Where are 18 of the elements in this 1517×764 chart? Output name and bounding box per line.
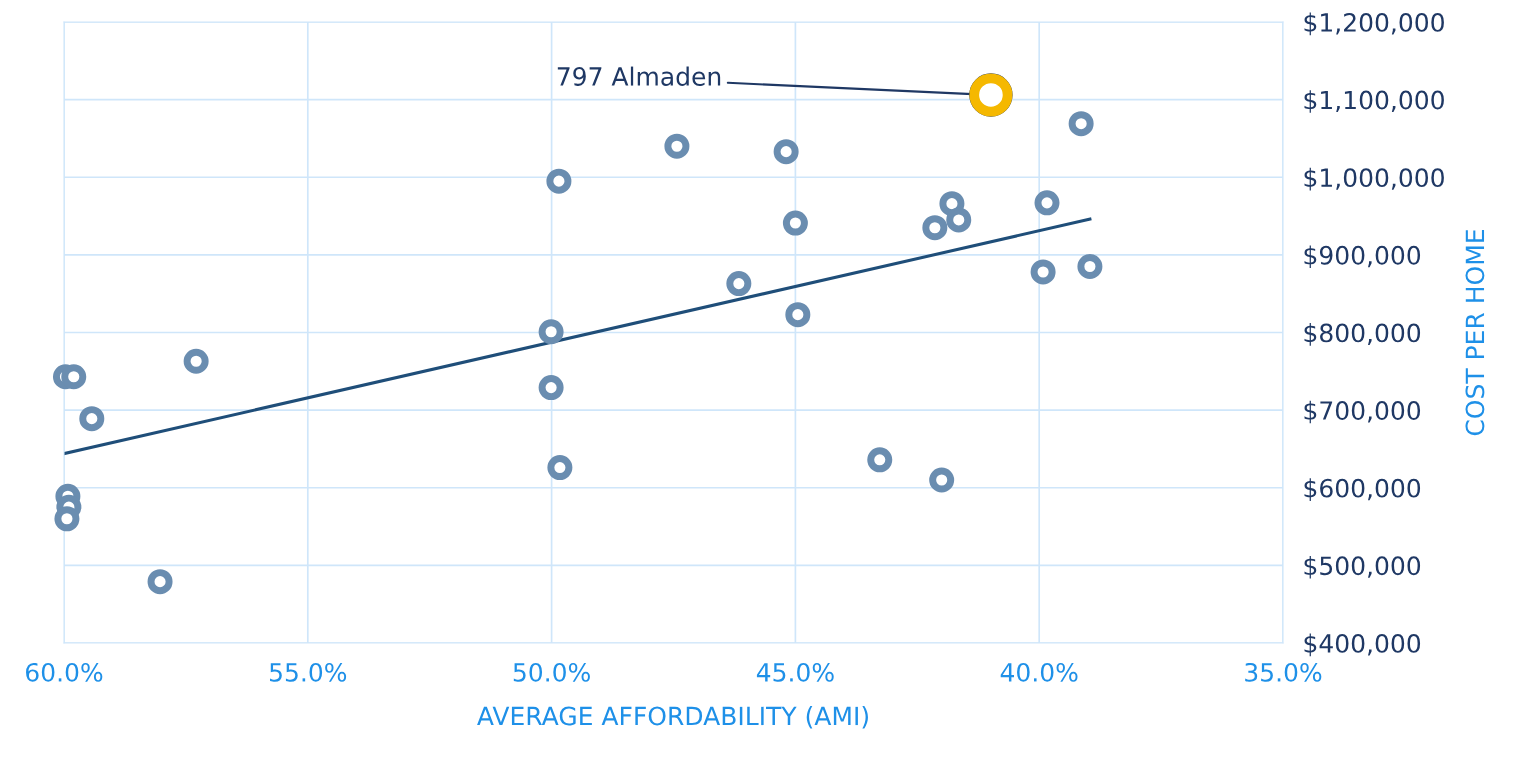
x-tick-label: 60.0%: [26, 662, 103, 682]
x-tick-label: 45.0%: [756, 662, 834, 682]
y-tick-label: $400,000: [1304, 633, 1421, 657]
x-tick-label: 40.0%: [1000, 662, 1078, 682]
y-axis-title: COST PER HOME: [1465, 229, 1485, 436]
x-tick-label: 35.0%: [1245, 662, 1322, 682]
y-tick-label: $1,000,000: [1304, 167, 1444, 191]
y-tick-label: $700,000: [1304, 400, 1421, 424]
y-tick-label: $1,200,000: [1304, 12, 1444, 36]
annotation: 797 Almaden: [557, 66, 721, 86]
y-tick-label: $800,000: [1304, 323, 1421, 346]
x-tick-label: 55.0%: [270, 662, 347, 682]
y-tick-label: $500,000: [1304, 555, 1421, 579]
y-tick-label: $900,000: [1304, 245, 1421, 269]
y-tick-label: $1,100,000: [1304, 90, 1444, 113]
y-tick-label: $600,000: [1304, 478, 1421, 501]
x-axis-title: AVERAGE AFFORDABILITY (AMI): [477, 706, 868, 729]
x-tick-label: 50.0%: [513, 662, 590, 682]
